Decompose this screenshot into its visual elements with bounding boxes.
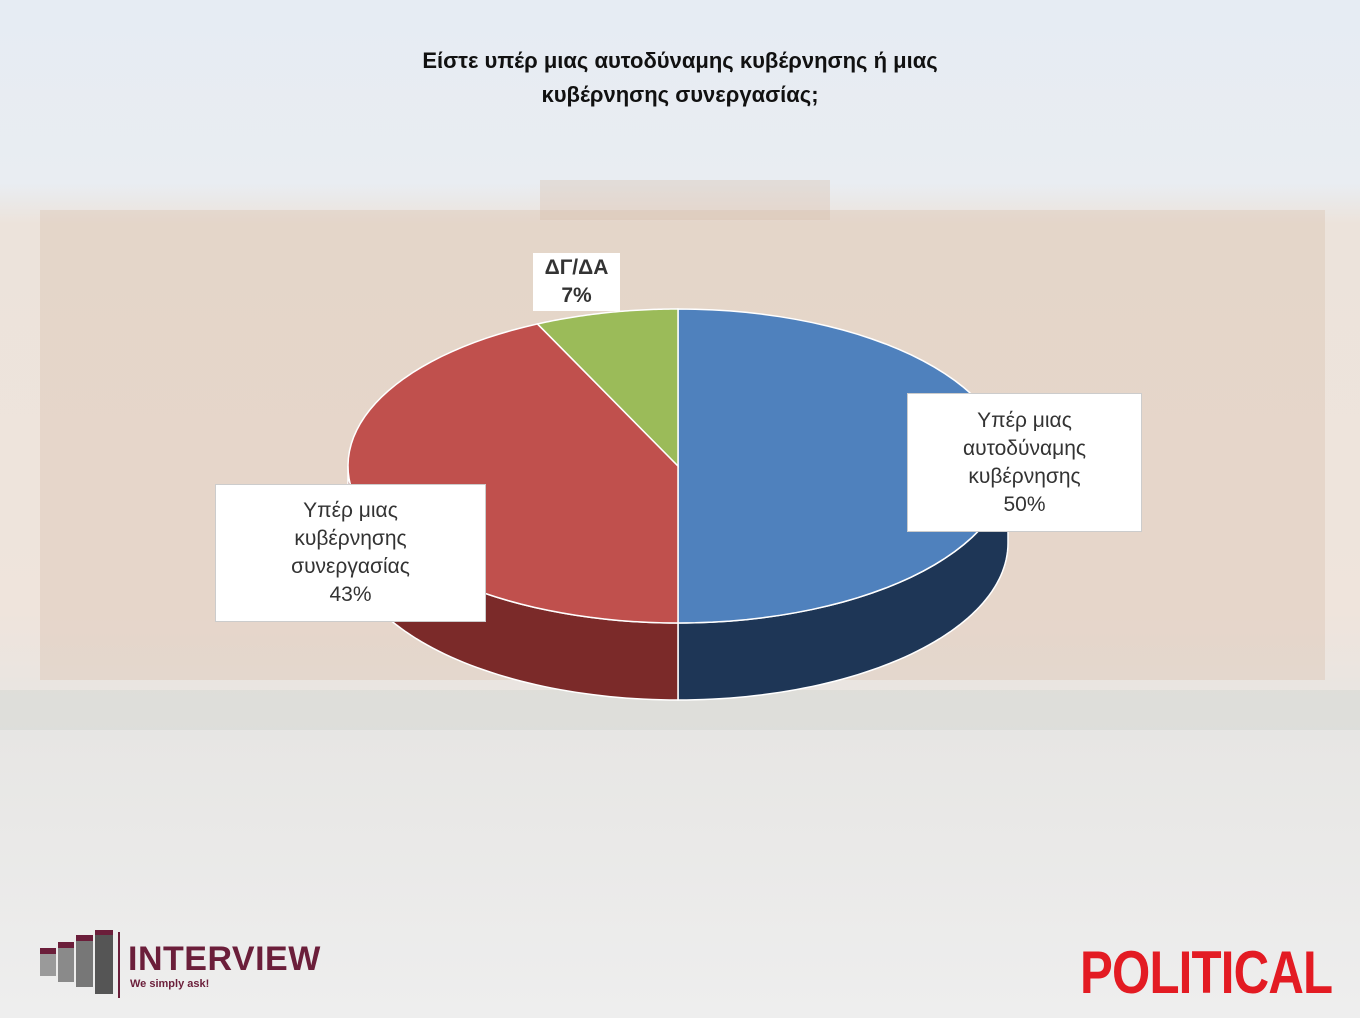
label-value: 43% <box>329 583 372 606</box>
title-line-1: Είστε υπέρ μιας αυτοδύναμης κυβέρνησης ή… <box>422 48 938 73</box>
interview-logo-divider <box>118 932 120 998</box>
political-logo: POLITICAL <box>1080 939 1333 1006</box>
pie-slice-2 <box>536 308 679 468</box>
label-value: 50% <box>1003 492 1046 516</box>
label-line: ΔΓ/ΔΑ <box>544 256 609 279</box>
label-line: Υπέρ μιας <box>977 408 1072 432</box>
chart-title: Είστε υπέρ μιας αυτοδύναμης κυβέρνησης ή… <box>0 44 1360 112</box>
label-line: Υπέρ μιας <box>303 499 398 522</box>
interview-logo-tagline: We simply ask! <box>130 978 210 990</box>
interview-logo-icon <box>40 930 113 994</box>
label-line: αυτοδύναμης <box>962 436 1087 460</box>
label-line: κυβέρνησης <box>294 527 407 550</box>
label-line: συνεργασίας <box>291 555 410 578</box>
slice-label-single-party: Υπέρ μιας αυτοδύναμης κυβέρνησης 50% <box>907 393 1142 532</box>
slice-label-dont-know: ΔΓ/ΔΑ 7% <box>533 253 620 311</box>
label-line: κυβέρνησης <box>968 464 1081 488</box>
slice-label-coalition: Υπέρ μιας κυβέρνησης συνεργασίας 43% <box>215 484 486 622</box>
label-value: 7% <box>561 284 592 307</box>
title-line-2: κυβέρνησης συνεργασίας; <box>541 82 819 107</box>
interview-logo-text: INTERVIEW <box>128 940 321 978</box>
